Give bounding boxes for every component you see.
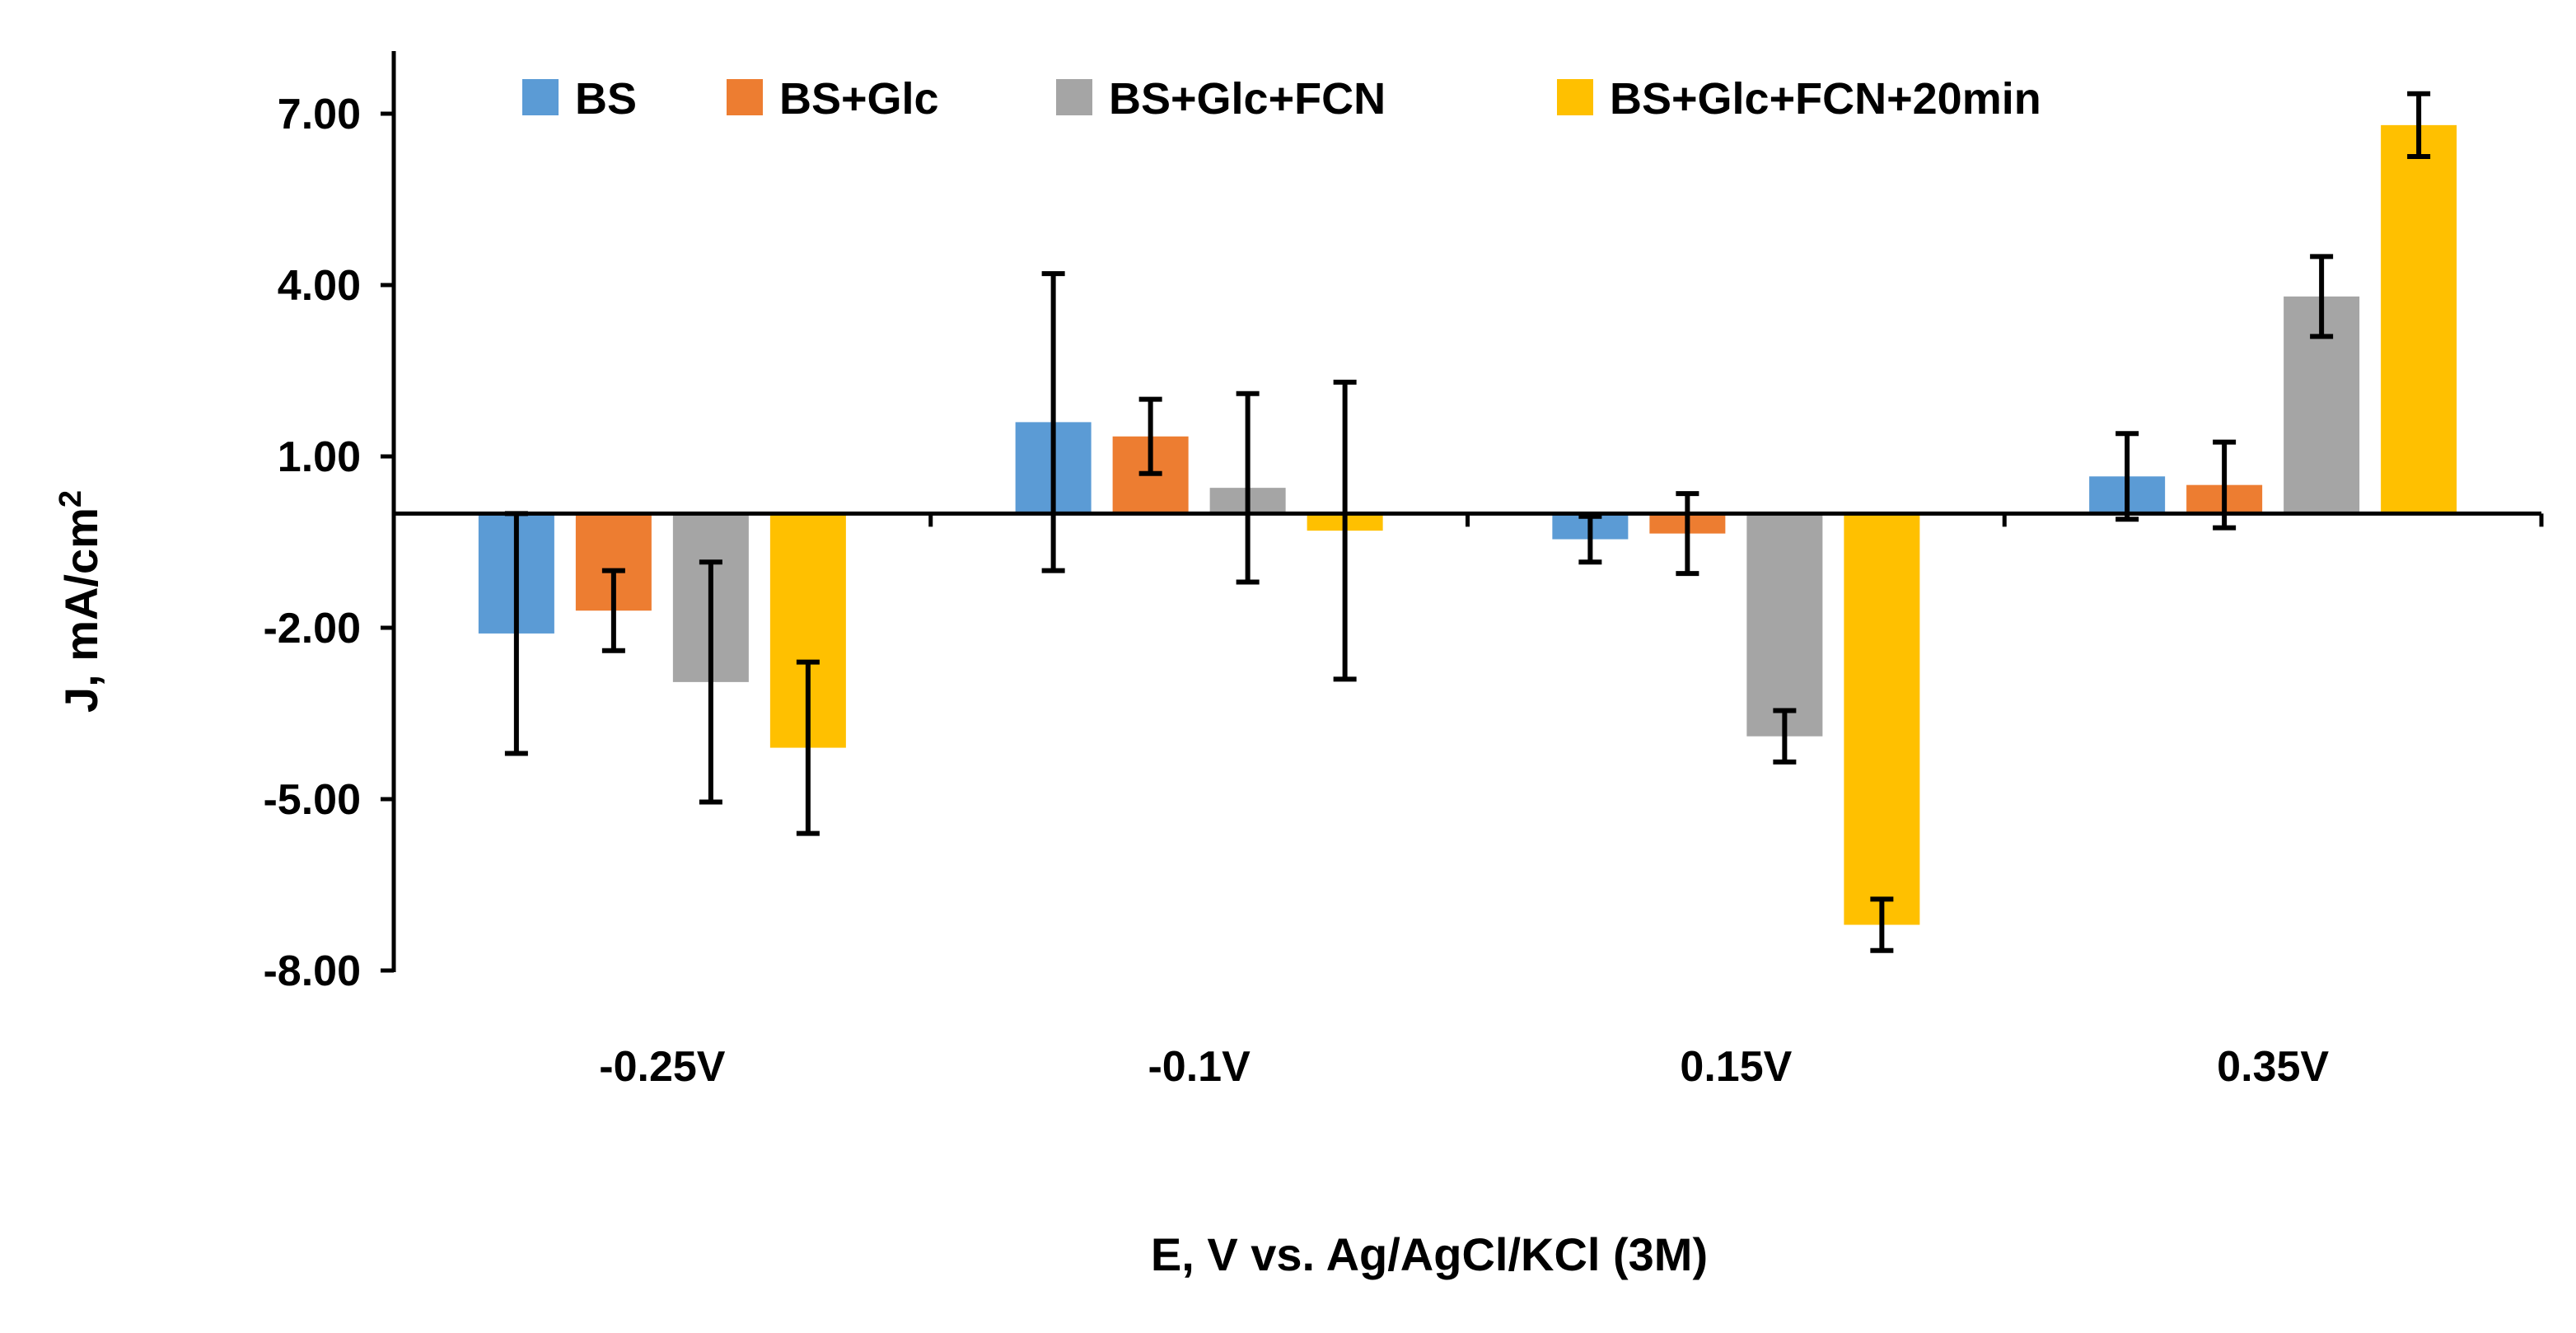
- error-bar: [796, 659, 820, 836]
- x-category-label: -0.25V: [599, 1043, 726, 1091]
- x-category-label: 0.15V: [1680, 1043, 1792, 1091]
- error-bar: [2115, 431, 2139, 522]
- bar-bs-glc-fcn-20min-3: [1844, 513, 1920, 925]
- legend-item: BS+Glc: [727, 74, 939, 124]
- y-axis: 7.00 4.00 1.00 -2.00 -5.00 -8.00: [263, 51, 396, 995]
- error-bar: [2310, 254, 2334, 339]
- legend-label: BS: [575, 74, 637, 124]
- bars: [478, 124, 2457, 925]
- legend-label: BS+Glc+FCN+20min: [1610, 74, 2041, 124]
- error-bar: [1773, 708, 1797, 765]
- error-bar: [699, 559, 722, 805]
- y-tick-label: -8.00: [263, 947, 361, 995]
- legend-swatch: [1557, 79, 1593, 115]
- y-tick-label: -5.00: [263, 776, 361, 824]
- y-tick-label: 4.00: [278, 262, 361, 310]
- legend-swatch: [727, 79, 763, 115]
- legend-item: BS: [522, 74, 637, 124]
- error-bar: [1870, 896, 1894, 953]
- legend-swatch: [1056, 79, 1092, 115]
- y-axis-title: J, mA/cm2: [54, 490, 107, 713]
- y-axis-title-text: J, mA/cm: [55, 507, 107, 713]
- error-bar: [2407, 91, 2431, 159]
- y-tick-label: 7.00: [278, 91, 361, 138]
- error-bar: [1676, 491, 1699, 577]
- bar-bs-glc-fcn-20min-4: [2381, 124, 2457, 514]
- y-tick-label: 1.00: [278, 433, 361, 481]
- error-bar: [1333, 379, 1357, 682]
- error-bar: [1138, 396, 1162, 476]
- error-bar: [1236, 391, 1260, 585]
- legend-label: BS+Glc: [779, 74, 939, 124]
- error-bar: [1041, 271, 1065, 573]
- y-axis-title-superscript: 2: [54, 490, 88, 507]
- legend-label: BS+Glc+FCN: [1109, 74, 1386, 124]
- x-axis: -0.25V -0.1V 0.15V 0.35V: [394, 511, 2544, 1091]
- legend-item: BS+Glc+FCN: [1056, 74, 1386, 124]
- x-axis-title: E, V vs. Ag/AgCl/KCl (3M): [1151, 1228, 1708, 1280]
- error-bar: [601, 568, 625, 653]
- error-bars: [504, 91, 2431, 953]
- bar-bs-glc-fcn-3: [1746, 513, 1823, 737]
- y-tick-label: -2.00: [263, 605, 361, 652]
- x-category-label: 0.35V: [2217, 1043, 2329, 1091]
- legend-item: BS+Glc+FCN+20min: [1557, 74, 2041, 124]
- legend-swatch: [522, 79, 559, 115]
- error-bar: [1578, 513, 1602, 565]
- x-category-label: -0.1V: [1148, 1043, 1251, 1091]
- legend: BS BS+Glc BS+Glc+FCN BS+Glc+FCN+20min: [522, 74, 2041, 124]
